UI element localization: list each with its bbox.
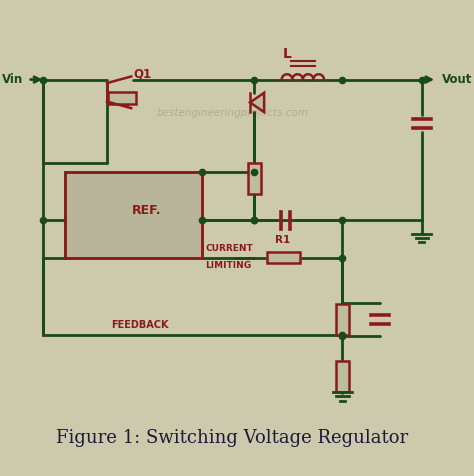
Text: LIMITING: LIMITING — [205, 261, 251, 270]
Bar — [337, 361, 349, 393]
Bar — [248, 163, 261, 194]
Text: FEEDBACK: FEEDBACK — [111, 320, 169, 330]
Text: Figure 1: Switching Voltage Regulator: Figure 1: Switching Voltage Regulator — [56, 429, 409, 447]
Bar — [109, 92, 136, 104]
Bar — [337, 304, 349, 335]
Text: bestengineeringprojects.com: bestengineeringprojects.com — [156, 108, 309, 118]
Text: Vin: Vin — [2, 73, 23, 86]
Text: R1: R1 — [275, 236, 291, 246]
Text: CURRENT: CURRENT — [205, 244, 253, 253]
Bar — [266, 252, 300, 263]
Text: Q1: Q1 — [133, 68, 151, 81]
Text: L: L — [283, 47, 292, 61]
Polygon shape — [250, 93, 264, 112]
Text: Vout: Vout — [441, 73, 472, 86]
Text: REF.: REF. — [132, 204, 161, 217]
Bar — [65, 172, 201, 258]
